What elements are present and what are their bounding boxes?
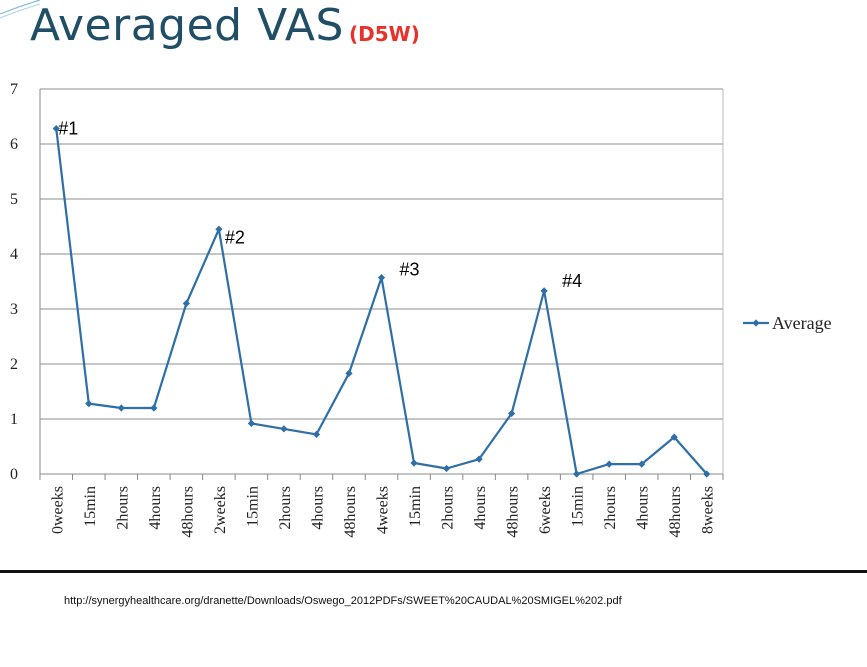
x-tick-label: 2hours [114,486,131,530]
data-point [150,404,158,412]
peak-annotation: #4 [562,271,582,291]
x-tick-label: 48hours [505,486,522,538]
y-tick-label: 7 [10,81,18,98]
y-tick-label: 0 [10,466,18,483]
corner-decoration [0,0,40,19]
data-point [377,274,386,282]
data-point [638,460,646,468]
x-tick-label: 4hours [147,486,164,530]
source-url: http://synergyhealthcare.org/dranette/Do… [64,595,622,607]
x-tick-label: 2hours [440,486,457,530]
data-point [605,460,613,468]
data-point [215,225,223,233]
x-tick-label: 4hours [635,486,652,530]
grid-layer [40,88,723,420]
data-point [182,299,190,308]
x-tick-label: 2hours [602,486,619,530]
data-point [117,404,125,412]
data-point [507,409,516,418]
peak-annotation: #2 [225,227,245,247]
x-tick-label: 0weeks [49,486,66,534]
x-tick-label: 2hours [277,486,294,530]
y-tick-label: 3 [10,301,18,318]
x-tick-label: 4hours [472,486,489,530]
footer-divider [0,570,867,573]
x-tick-label: 6weeks [537,486,554,534]
x-tick-label: 15min [244,486,261,527]
y-tick-label: 1 [10,411,18,428]
data-point [410,459,418,467]
data-point [475,455,483,463]
x-tick-label: 48hours [179,486,196,538]
x-tick-label: 48hours [667,486,684,538]
line-chart: 0 1 2 3 4 5 6 7 0weeks 15min 2hours 4hours 48hours 2w… [10,81,832,538]
x-tick-label: 4weeks [375,486,392,534]
data-point [52,125,60,133]
page-title: Averaged VAS [30,0,344,51]
data-point [280,425,288,433]
y-tick-label: 6 [10,136,18,153]
legend: Average [743,313,832,333]
data-point [85,400,93,408]
y-tick-label: 2 [10,356,18,373]
legend-label: Average [772,313,832,333]
page-subtitle: (D5W) [349,22,420,46]
data-point [312,430,321,438]
x-tick-label: 8weeks [700,486,717,534]
peak-annotation: #1 [58,119,78,139]
series-layer [52,125,711,478]
x-tick-label: 15min [82,486,99,527]
data-point [670,433,678,441]
x-tick-label: 15min [407,486,424,527]
data-point [540,287,548,295]
data-point [442,464,451,473]
y-tick-label: 5 [10,191,18,208]
data-point [345,369,353,377]
data-point [703,470,711,478]
data-point [573,470,581,478]
axis-layer: 0 1 2 3 4 5 6 7 0weeks 15min 2hours 4hours 48hours 2w… [10,81,724,538]
series-line [55,128,708,476]
data-point [247,419,256,427]
peak-annotation: #3 [400,260,420,280]
x-tick-label: 2weeks [212,486,229,534]
x-tick-label: 15min [570,486,587,527]
y-tick-label: 4 [10,246,18,263]
legend-marker [752,319,760,327]
annotation-layer: #1 #2 #3 #4 [58,119,582,291]
x-tick-label: 48hours [342,486,359,538]
x-tick-label: 4hours [309,486,326,530]
